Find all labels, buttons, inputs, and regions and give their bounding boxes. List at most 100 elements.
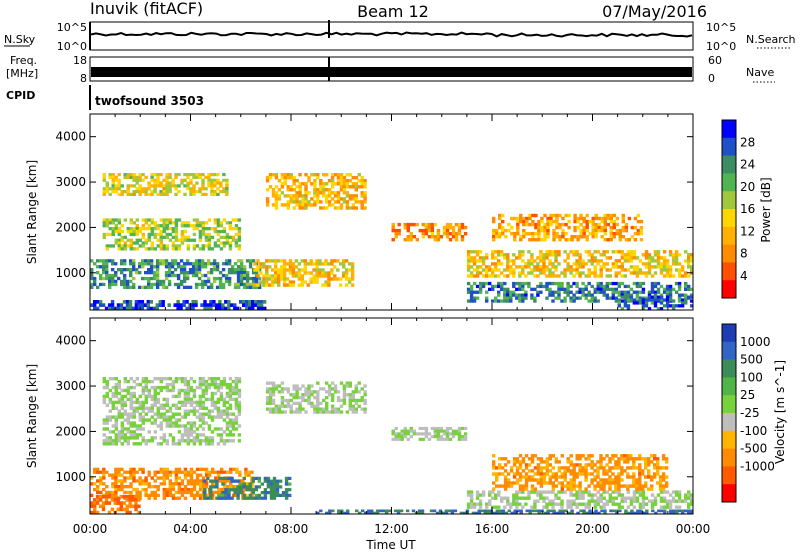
echo-cell <box>518 460 523 464</box>
echo-cell <box>101 507 106 512</box>
echo-cell <box>587 457 591 461</box>
echo-cell <box>653 271 658 275</box>
echo-cell <box>119 507 123 512</box>
echo-cell <box>197 259 202 263</box>
colorbar-tick-label: -25 <box>740 406 760 420</box>
echo-cell <box>485 502 489 506</box>
echo-cell <box>117 241 121 245</box>
echo-cell <box>183 473 188 477</box>
echo-cell <box>445 235 450 239</box>
echo-cell <box>466 265 471 269</box>
echo-cell <box>213 379 218 384</box>
echo-cell <box>237 439 242 443</box>
echo-cell <box>200 265 205 269</box>
echo-cell <box>345 410 350 414</box>
echo-cell <box>475 274 480 278</box>
echo-cell <box>510 511 514 515</box>
echo-cell <box>478 287 483 291</box>
echo-cell <box>399 509 404 513</box>
echo-cell <box>277 280 281 284</box>
echo-cell <box>170 271 175 275</box>
echo-cell <box>635 299 640 303</box>
echo-cell <box>405 509 410 513</box>
echo-cell <box>170 265 175 269</box>
echo-cell <box>360 407 364 411</box>
echo-cell <box>295 203 299 207</box>
colorbar-tick-label: 100 <box>740 370 763 384</box>
echo-cell <box>623 299 628 303</box>
echo-cell <box>587 259 591 263</box>
echo-cell <box>451 435 456 439</box>
echo-cell <box>684 271 688 275</box>
echo-cell <box>436 228 441 233</box>
echo-cell <box>102 377 106 381</box>
echo-cell <box>539 493 543 497</box>
echo-cell <box>234 406 239 410</box>
echo-cell <box>485 281 489 286</box>
echo-cell <box>129 262 133 266</box>
echo-cell <box>584 475 588 479</box>
echo-cell <box>183 173 187 177</box>
echo-cell <box>111 442 115 446</box>
echo-cell <box>164 262 169 266</box>
echo-cell <box>478 271 483 275</box>
echo-cell <box>129 221 133 225</box>
echo-cell <box>513 509 517 513</box>
echo-cell <box>188 271 193 275</box>
echo-cell <box>153 479 157 483</box>
echo-cell <box>168 187 172 191</box>
echo-cell <box>448 238 453 242</box>
echo-cell <box>102 379 106 384</box>
echo-cell <box>494 262 498 266</box>
echo-cell <box>516 225 520 230</box>
echo-cell <box>488 499 492 503</box>
echo-cell <box>165 190 169 194</box>
echo-cell <box>212 265 217 269</box>
echo-cell <box>138 173 142 177</box>
echo-cell <box>189 173 193 177</box>
echo-cell <box>581 281 585 286</box>
echo-cell <box>180 415 185 419</box>
echo-cell <box>527 284 531 289</box>
echo-cell <box>212 262 217 266</box>
echo-cell <box>262 274 266 278</box>
echo-cell <box>120 487 124 492</box>
echo-cell <box>117 391 121 396</box>
echo-cell <box>164 276 169 281</box>
echo-cell <box>322 182 326 186</box>
echo-cell <box>599 493 603 497</box>
echo-cell <box>225 382 230 387</box>
echo-cell <box>234 403 239 407</box>
echo-cell <box>620 469 624 473</box>
echo-cell <box>281 493 286 497</box>
echo-cell <box>102 487 106 492</box>
echo-cell <box>254 496 258 500</box>
echo-cell <box>189 388 194 393</box>
echo-cell <box>173 273 178 278</box>
echo-cell <box>403 432 407 436</box>
echo-cell <box>129 485 133 489</box>
echo-cell <box>219 184 223 188</box>
echo-cell <box>603 216 607 221</box>
echo-cell <box>626 457 630 461</box>
echo-cell <box>236 285 241 289</box>
echo-cell <box>108 415 112 419</box>
echo-cell <box>575 457 579 461</box>
echo-cell <box>141 467 145 471</box>
echo-cell <box>237 235 242 239</box>
echo-cell <box>159 385 163 390</box>
echo-cell <box>342 259 346 263</box>
echo-cell <box>605 490 609 494</box>
echo-cell <box>96 285 100 289</box>
echo-cell <box>659 256 664 260</box>
echo-cell <box>641 287 646 291</box>
echo-cell <box>180 388 185 393</box>
echo-cell <box>638 290 643 294</box>
echo-cell <box>593 259 597 263</box>
echo-cell <box>138 271 142 275</box>
echo-cell <box>665 505 670 509</box>
echo-cell <box>234 427 239 431</box>
echo-cell <box>491 287 495 291</box>
echo-cell <box>117 268 121 272</box>
echo-cell <box>597 228 601 233</box>
